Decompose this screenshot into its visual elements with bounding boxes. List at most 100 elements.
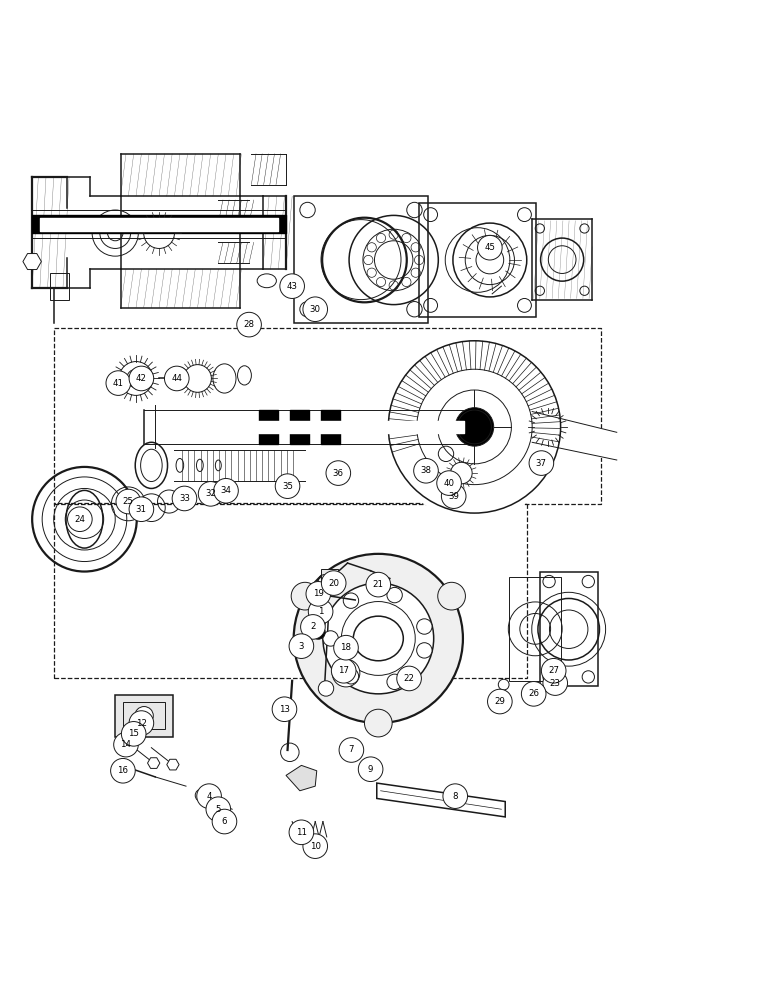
Text: 41: 41	[113, 379, 124, 388]
Polygon shape	[23, 254, 42, 270]
Text: 22: 22	[404, 674, 415, 683]
Circle shape	[323, 631, 338, 646]
Text: 29: 29	[494, 697, 506, 706]
Circle shape	[455, 408, 493, 446]
Bar	[540, 572, 598, 686]
Text: 3: 3	[299, 642, 304, 651]
Text: 18: 18	[340, 643, 351, 652]
Circle shape	[318, 681, 334, 696]
Circle shape	[358, 757, 383, 782]
Text: 26: 26	[528, 689, 539, 698]
Circle shape	[172, 486, 197, 511]
Bar	[54, 503, 527, 678]
Circle shape	[387, 674, 402, 690]
Circle shape	[303, 834, 327, 858]
Circle shape	[443, 784, 468, 808]
Text: 5: 5	[215, 805, 221, 814]
Text: 17: 17	[338, 666, 349, 675]
Circle shape	[291, 582, 319, 610]
Text: 19: 19	[313, 589, 323, 598]
Circle shape	[306, 582, 330, 606]
Text: 6: 6	[222, 817, 227, 826]
Text: 24: 24	[74, 515, 86, 524]
Circle shape	[521, 682, 546, 706]
Circle shape	[206, 797, 231, 822]
Text: 27: 27	[548, 666, 559, 675]
Text: 45: 45	[484, 243, 496, 252]
Circle shape	[273, 697, 296, 722]
Circle shape	[543, 671, 567, 695]
Circle shape	[437, 471, 462, 495]
Circle shape	[276, 474, 300, 498]
Circle shape	[332, 659, 360, 687]
Circle shape	[417, 643, 432, 658]
Circle shape	[334, 635, 358, 660]
Circle shape	[323, 583, 434, 694]
Circle shape	[110, 758, 135, 783]
Text: 42: 42	[136, 374, 147, 383]
Circle shape	[164, 366, 189, 391]
Bar	[123, 702, 165, 729]
Circle shape	[198, 482, 223, 506]
Text: 34: 34	[221, 486, 232, 495]
Circle shape	[344, 669, 359, 684]
Circle shape	[397, 666, 422, 691]
Text: 7: 7	[349, 745, 354, 754]
Text: 36: 36	[333, 469, 344, 478]
Circle shape	[135, 707, 154, 725]
Text: 38: 38	[421, 466, 432, 475]
Polygon shape	[377, 783, 505, 817]
Circle shape	[129, 711, 154, 735]
Text: 35: 35	[282, 482, 293, 491]
Circle shape	[293, 554, 463, 723]
Bar	[115, 695, 173, 737]
Text: 33: 33	[179, 494, 190, 503]
Circle shape	[308, 599, 333, 624]
Text: 43: 43	[286, 282, 298, 291]
Circle shape	[417, 619, 432, 634]
Text: 16: 16	[117, 766, 128, 775]
Circle shape	[326, 461, 350, 485]
Text: 21: 21	[373, 580, 384, 589]
Circle shape	[289, 634, 313, 658]
Bar	[509, 577, 561, 681]
Circle shape	[121, 722, 146, 746]
Circle shape	[113, 732, 138, 757]
Bar	[293, 196, 428, 323]
Circle shape	[529, 451, 554, 475]
Text: 9: 9	[368, 765, 374, 774]
Text: 14: 14	[120, 740, 131, 749]
Circle shape	[303, 297, 327, 322]
Circle shape	[197, 784, 222, 808]
Circle shape	[331, 658, 356, 683]
Text: 28: 28	[244, 320, 255, 329]
Text: 8: 8	[452, 792, 458, 801]
Circle shape	[478, 235, 502, 260]
Bar	[50, 273, 69, 300]
Ellipse shape	[354, 616, 403, 661]
Text: 44: 44	[171, 374, 182, 383]
Text: 2: 2	[310, 622, 316, 631]
Circle shape	[214, 478, 239, 503]
Bar	[320, 569, 337, 583]
Bar	[419, 203, 536, 317]
Circle shape	[116, 489, 141, 514]
Circle shape	[438, 582, 466, 610]
Circle shape	[339, 738, 364, 762]
Circle shape	[366, 572, 391, 597]
Text: 32: 32	[205, 489, 216, 498]
Text: 15: 15	[128, 729, 139, 738]
Circle shape	[414, 458, 438, 483]
Circle shape	[129, 366, 154, 391]
Circle shape	[341, 602, 415, 675]
Circle shape	[311, 625, 325, 639]
Circle shape	[488, 689, 512, 714]
Text: 40: 40	[444, 479, 455, 488]
Text: 30: 30	[310, 305, 320, 314]
Text: 23: 23	[550, 679, 560, 688]
Text: 13: 13	[279, 705, 290, 714]
Text: 37: 37	[536, 459, 547, 468]
Text: 39: 39	[449, 492, 459, 501]
Text: 31: 31	[136, 505, 147, 514]
Text: 20: 20	[328, 579, 339, 588]
